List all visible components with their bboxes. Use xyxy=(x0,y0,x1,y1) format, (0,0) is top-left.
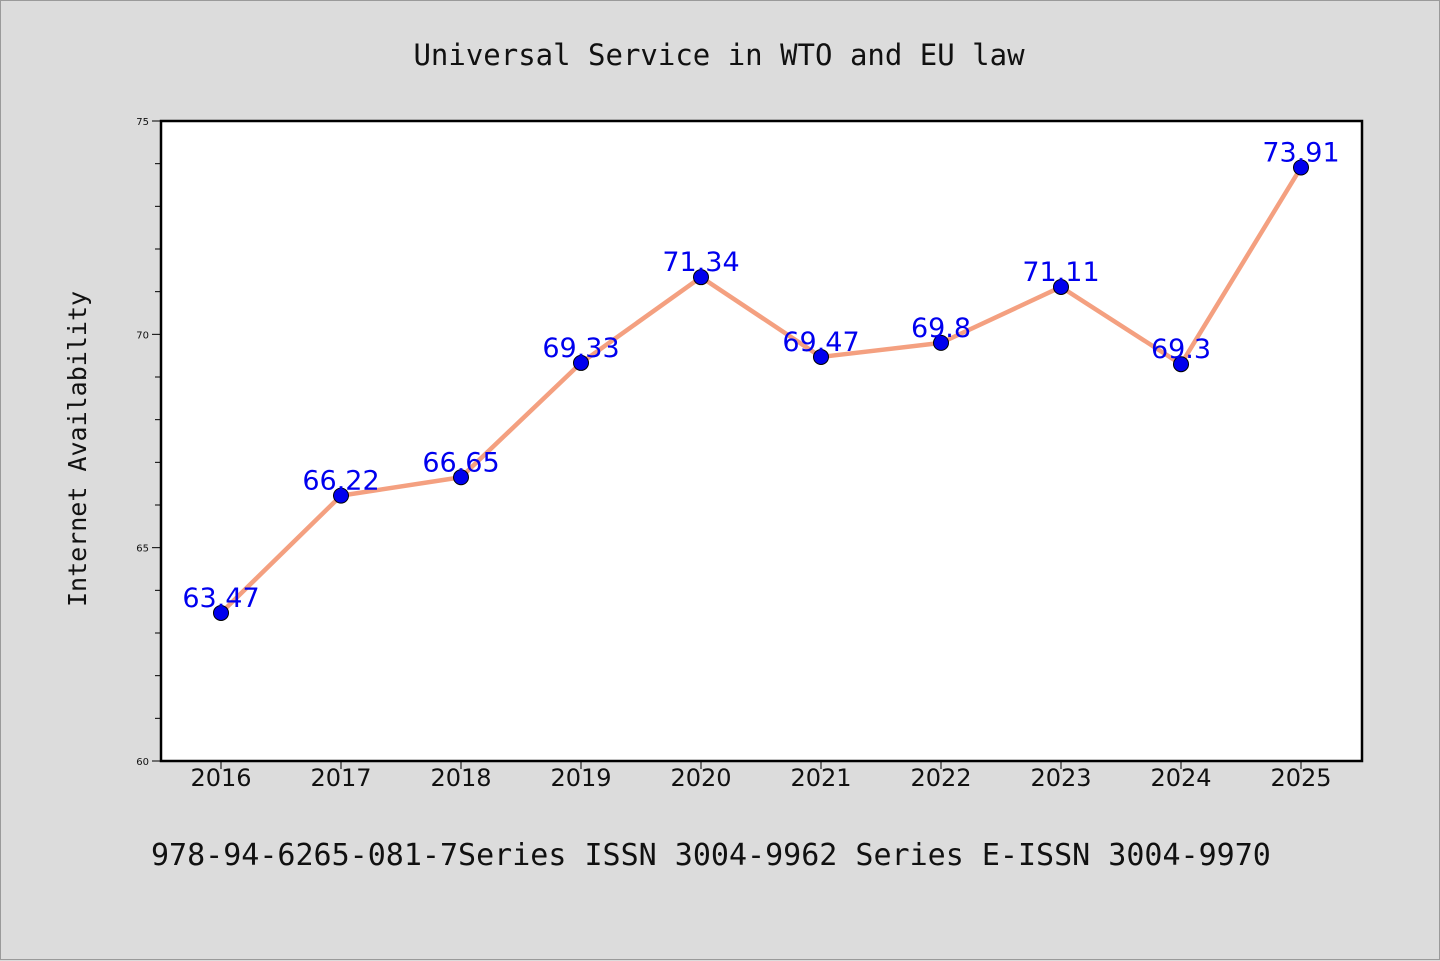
series-line xyxy=(219,166,1303,615)
y-tick-label: 70 xyxy=(136,330,149,341)
data-value-label: 66.65 xyxy=(422,447,499,478)
data-point-marker xyxy=(333,487,349,504)
plot-area xyxy=(159,119,1364,763)
footer-isbn-text: 978-94-6265-081-7Series ISSN 3004-9962 S… xyxy=(151,838,1271,873)
data-point-marker xyxy=(813,348,829,365)
data-value-label: 73.91 xyxy=(1262,138,1339,169)
data-point-marker xyxy=(1053,278,1069,295)
x-tick-label: 2024 xyxy=(1150,764,1211,792)
data-point-marker xyxy=(453,469,469,486)
data-point-marker xyxy=(213,604,229,621)
x-tick-label: 2023 xyxy=(1030,764,1091,792)
data-point-marker xyxy=(933,334,949,351)
x-tick-label: 2016 xyxy=(190,764,251,792)
chart-title: Universal Service in WTO and EU law xyxy=(413,38,1025,72)
x-tick-label: 2018 xyxy=(430,764,491,792)
data-value-label: 69.3 xyxy=(1151,334,1211,365)
data-value-label: 71.11 xyxy=(1022,257,1099,288)
data-point-marker xyxy=(573,354,589,371)
x-axis-ticks xyxy=(220,761,1302,769)
x-tick-label: 2025 xyxy=(1270,764,1331,792)
y-axis-tick-labels: 60 65 70 75 xyxy=(136,117,149,768)
data-value-label: 71.34 xyxy=(662,247,739,278)
data-value-label: 69.8 xyxy=(911,313,971,344)
data-value-label: 69.47 xyxy=(782,327,859,358)
data-value-label: 66.22 xyxy=(302,466,379,497)
data-point-marker xyxy=(693,269,709,286)
x-tick-label: 2022 xyxy=(910,764,971,792)
data-value-label: 69.33 xyxy=(542,333,619,364)
x-tick-label: 2020 xyxy=(670,764,731,792)
y-axis-label: Internet Availability xyxy=(63,291,92,607)
y-tick-label: 60 xyxy=(136,757,149,768)
data-value-label: 63.47 xyxy=(182,583,259,614)
series-markers xyxy=(213,159,1309,621)
y-tick-label: 65 xyxy=(136,544,149,555)
y-tick-label: 75 xyxy=(136,117,149,128)
x-tick-label: 2021 xyxy=(790,764,851,792)
x-axis-tick-labels: 2016 2017 2018 2019 2020 2021 2022 2023 2024 2025 xyxy=(190,764,1331,792)
data-point-marker xyxy=(1293,159,1309,176)
data-labels: 63.47 66.22 66.65 69.33 71.34 69.47 69.8 71.11 6… xyxy=(182,138,1339,614)
data-point-marker xyxy=(1173,356,1189,373)
y-axis-ticks xyxy=(152,120,161,762)
x-tick-label: 2017 xyxy=(310,764,371,792)
x-tick-label: 2019 xyxy=(550,764,611,792)
